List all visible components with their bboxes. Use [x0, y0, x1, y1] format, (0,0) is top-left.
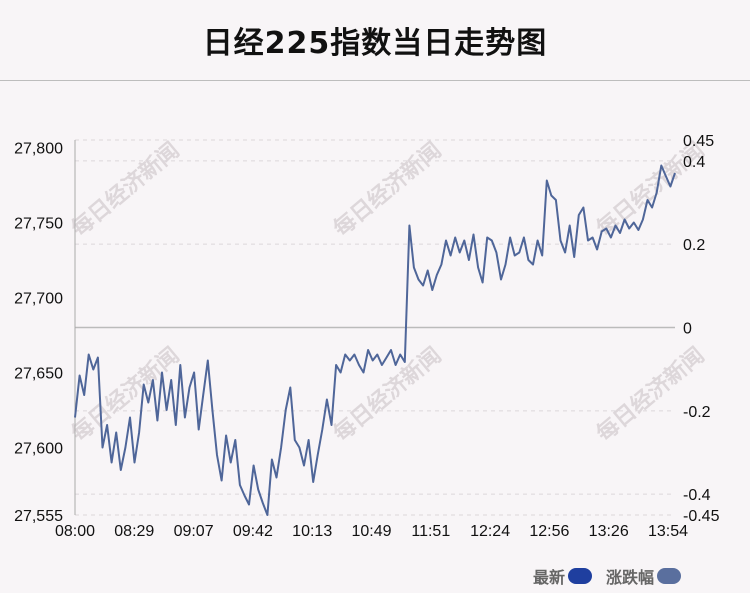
watermark-1: 每日经济新闻: [329, 137, 447, 242]
watermark-5: 每日经济新闻: [592, 342, 710, 447]
x-tick-label: 09:42: [233, 523, 273, 540]
x-tick-label: 08:29: [114, 523, 154, 540]
y-right-tick-label: -0.45: [683, 508, 720, 525]
y-right-tick-label: 0.45: [683, 133, 714, 150]
y-left-tick-label: 27,650: [14, 366, 63, 383]
y-right-tick-label: 0: [683, 321, 692, 338]
x-tick-label: 13:26: [589, 523, 629, 540]
y-left-tick-label: 27,800: [14, 141, 63, 158]
series-line-nikkei225: [74, 164, 676, 516]
x-tick-label: 11:51: [411, 523, 450, 540]
x-tick-label: 09:07: [174, 523, 214, 540]
legend-swatch-latest: [568, 568, 593, 584]
legend-label-latest: 最新: [533, 568, 566, 587]
title-divider: [0, 80, 750, 81]
y-left-tick-label: 27,600: [14, 441, 63, 458]
y-right-tick-label: 0.4: [683, 154, 705, 171]
y-left-tick-label: 27,555: [14, 508, 63, 525]
x-tick-label: 10:13: [292, 523, 332, 540]
x-tick-label: 13:54: [648, 523, 688, 540]
y-right-tick-label: -0.2: [683, 404, 711, 421]
x-tick-label: 10:49: [351, 523, 391, 540]
x-tick-label: 08:00: [55, 523, 95, 540]
y-right-tick-label: -0.4: [683, 487, 711, 504]
y-left-tick-label: 27,700: [14, 291, 63, 308]
legend-label-change: 涨跌幅: [606, 568, 655, 587]
chart-title: 日经225指数当日走势图: [202, 26, 548, 61]
x-tick-label: 12:56: [529, 523, 569, 540]
x-tick-label: 12:24: [470, 523, 510, 540]
legend-swatch-change: [657, 568, 682, 584]
y-right-tick-label: 0.2: [683, 237, 705, 254]
watermark-0: 每日经济新闻: [67, 137, 185, 242]
y-left-tick-label: 27,750: [14, 216, 63, 233]
legend: 最新 涨跌幅: [533, 564, 695, 588]
watermark-4: 每日经济新闻: [329, 342, 447, 447]
